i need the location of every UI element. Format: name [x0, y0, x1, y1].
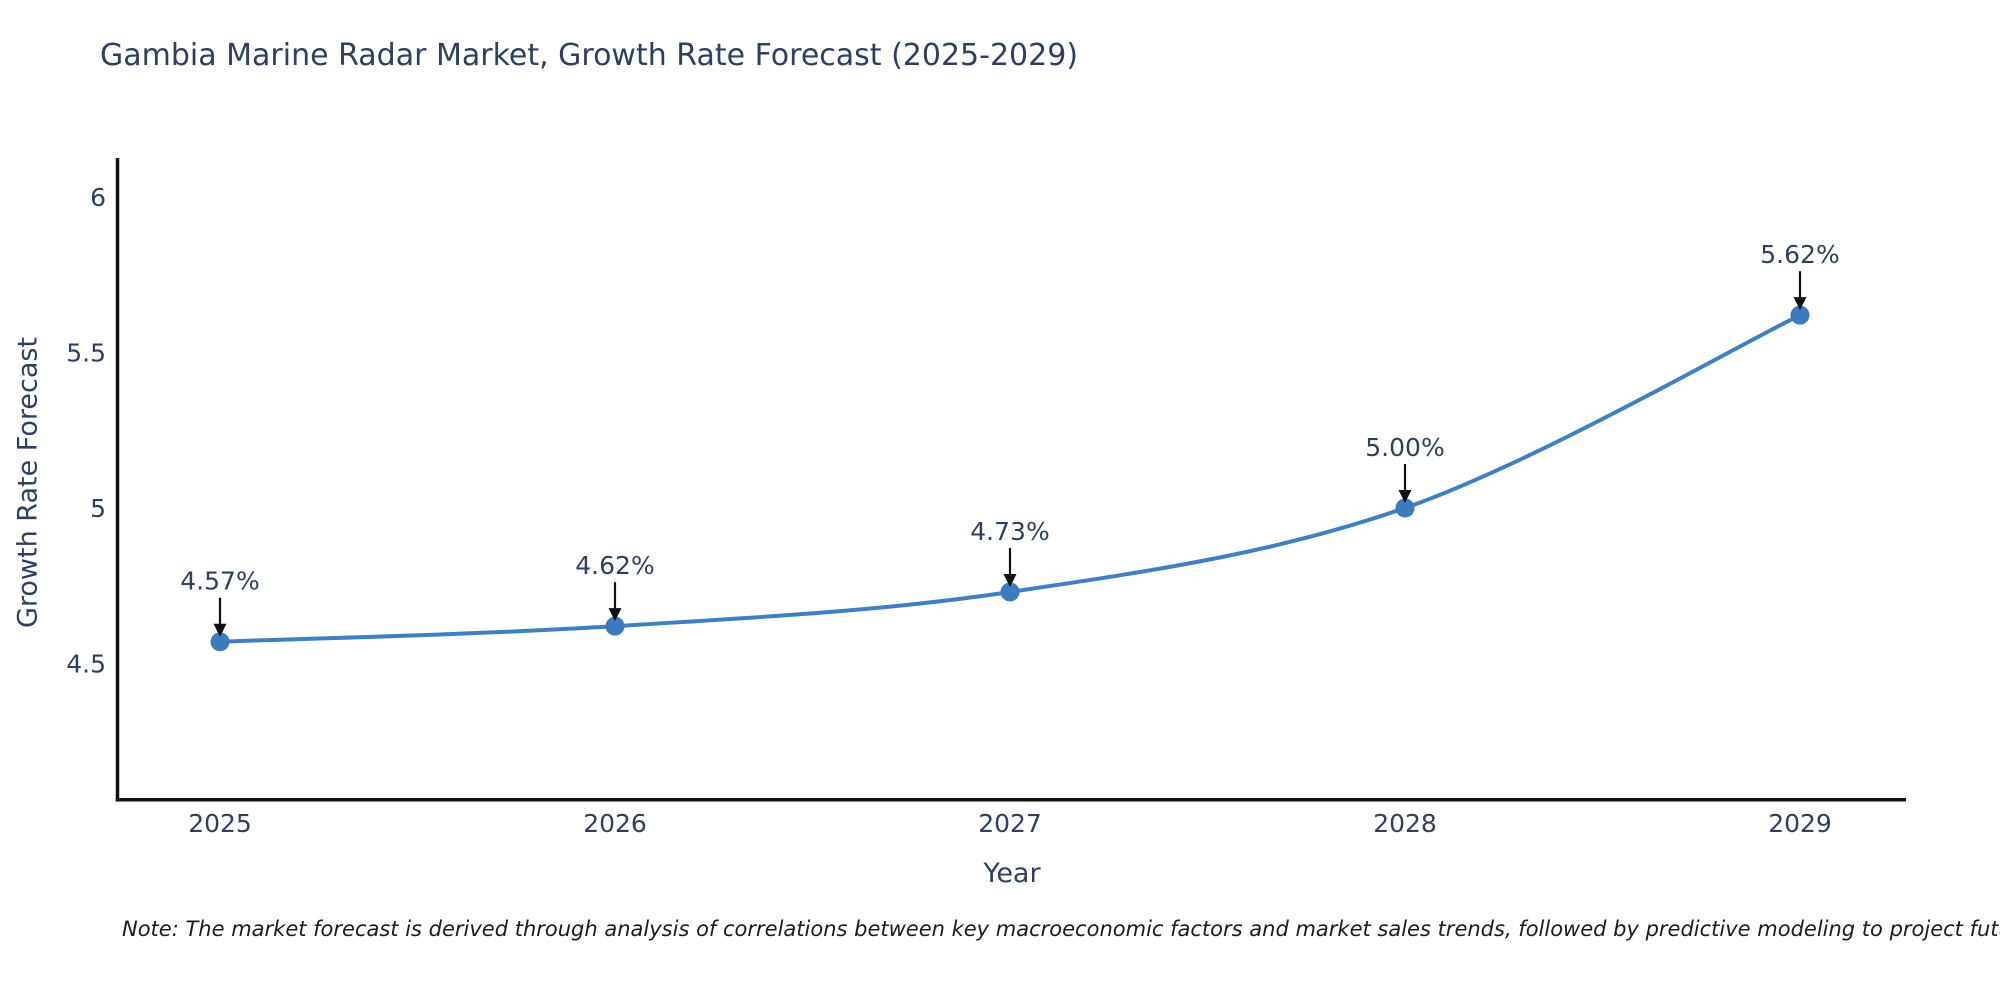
data-point-marker	[1000, 582, 1020, 602]
annotation-label: 5.62%	[1760, 240, 1839, 269]
x-tick-label: 2028	[1373, 809, 1437, 838]
data-point-marker	[1790, 305, 1810, 325]
annotation-label: 5.00%	[1365, 433, 1444, 462]
annotation-label: 4.73%	[970, 517, 1049, 546]
data-point-marker	[1395, 498, 1415, 518]
data-point-marker	[210, 632, 230, 652]
y-tick-label: 5	[90, 494, 106, 523]
x-tick-label: 2026	[583, 809, 647, 838]
annotation-label: 4.62%	[575, 551, 654, 580]
x-tick-label: 2025	[188, 809, 252, 838]
chart-title: Gambia Marine Radar Market, Growth Rate …	[100, 38, 1079, 73]
x-tick-label: 2029	[1768, 809, 1832, 838]
annotation-arrowhead-icon	[1793, 297, 1807, 311]
x-axis-title: Year	[983, 858, 1041, 889]
annotation-arrowhead-icon	[608, 608, 622, 622]
note-text: Note: The market forecast is derived thr…	[122, 917, 2000, 941]
x-tick-label: 2027	[978, 809, 1042, 838]
y-tick-label: 4.5	[66, 650, 106, 679]
y-tick-label: 5.5	[66, 339, 106, 368]
y-tick-label: 6	[90, 183, 106, 212]
annotation-arrowhead-icon	[213, 623, 227, 637]
y-axis-title: Growth Rate Forecast	[12, 336, 44, 629]
data-point-marker	[605, 616, 625, 636]
annotation-label: 4.57%	[180, 567, 259, 596]
trend-line	[218, 313, 1802, 644]
annotation-arrowhead-icon	[1398, 490, 1412, 503]
annotation-arrowhead-icon	[1003, 573, 1017, 587]
